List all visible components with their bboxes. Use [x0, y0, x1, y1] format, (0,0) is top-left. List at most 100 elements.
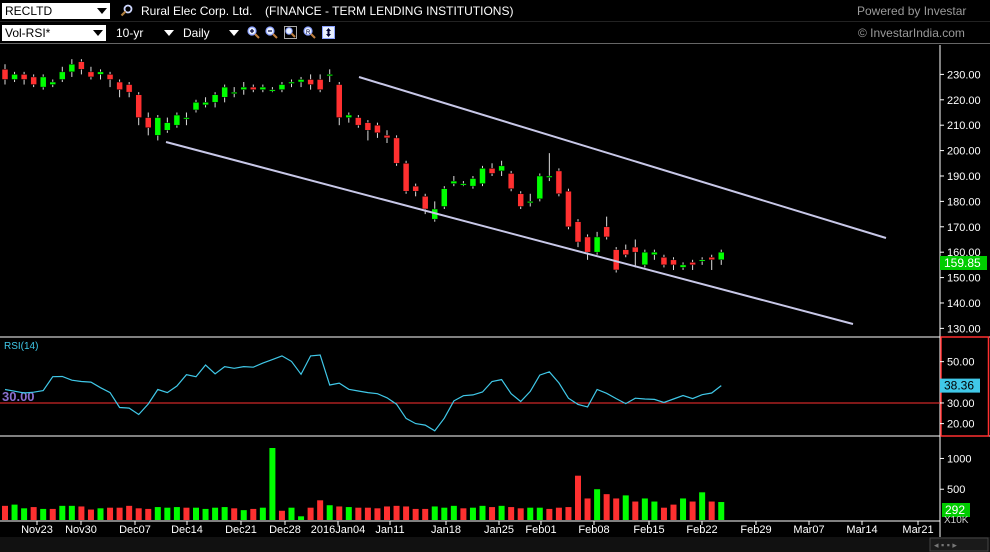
candle-down: [603, 226, 610, 238]
x-tick-label: Dec14: [171, 524, 203, 536]
indicator-value: Vol-RSI*: [5, 26, 51, 40]
volume-bar: [278, 510, 285, 520]
candle-up: [297, 79, 305, 83]
volume-bar: [135, 508, 142, 520]
x-tick-label: Feb29: [740, 524, 771, 536]
candle-down: [517, 193, 524, 207]
candle-down: [250, 86, 257, 90]
volume-bar: [145, 508, 152, 520]
candle-up: [240, 86, 247, 90]
chart-area[interactable]: 230.00 220.00 210.00 200.00 190.00 180.00 170.…: [0, 45, 990, 552]
candle-down: [106, 74, 114, 80]
scrollbar-thumb[interactable]: [929, 537, 989, 552]
volume-bar: [355, 507, 362, 520]
zoom-reset-icon[interactable]: R: [303, 26, 316, 39]
interval-select[interactable]: Daily: [180, 25, 242, 41]
volume-bar: [536, 507, 543, 520]
time-scrollbar[interactable]: [0, 537, 990, 552]
candle-down: [30, 76, 37, 85]
volume-bar: [412, 508, 419, 520]
volume-bar: [364, 507, 371, 520]
symbol-select[interactable]: RECLTD: [2, 3, 110, 19]
candle-down: [565, 190, 572, 228]
x-tick-label: Feb15: [633, 524, 664, 536]
rsi-line: [4, 354, 722, 432]
candle-down: [555, 170, 563, 195]
candle-down: [364, 122, 372, 131]
volume-bar: [594, 489, 601, 520]
zoom-fit-icon[interactable]: [284, 26, 297, 39]
volume-bar: [68, 505, 75, 520]
candle-up: [11, 74, 18, 80]
candle-down: [307, 79, 314, 85]
candle-up: [278, 84, 286, 90]
svg-text:R: R: [306, 30, 311, 36]
rsi-tick-label: 20.00: [947, 419, 975, 431]
candle-down: [383, 135, 391, 139]
candle-down: [708, 257, 715, 261]
candle-up: [221, 86, 228, 98]
x-tick-label: Jan18: [431, 524, 461, 536]
candle-up: [183, 117, 190, 120]
volume-bar: [699, 492, 706, 520]
range-select[interactable]: 10-yr: [113, 25, 177, 41]
x-tick-label: Feb08: [578, 524, 609, 536]
x-tick-label: Nov23: [21, 524, 53, 536]
candle-down: [660, 257, 668, 266]
company-name: Rural Elec Corp. Ltd.: [141, 4, 253, 18]
volume-bar: [613, 498, 620, 520]
volume-bar: [21, 508, 28, 520]
search-icon[interactable]: [120, 4, 133, 17]
copyright-label: © InvestarIndia.com: [858, 26, 965, 40]
pan-icon[interactable]: [322, 26, 335, 39]
scrollbar-grip-icon[interactable]: ◂ ▪ ▪ ▸: [934, 540, 957, 550]
volume-bar: [689, 501, 696, 520]
sector-label: (FINANCE - TERM LENDING INSTITUTIONS): [265, 4, 514, 18]
volume-bar: [374, 508, 381, 520]
candle-down: [670, 259, 677, 266]
candle-up: [450, 180, 458, 184]
candle-down: [116, 81, 123, 90]
x-tick-label: Jan11: [375, 524, 404, 536]
volume-tick-label: 500: [947, 484, 965, 496]
x-tick-label: Mar14: [846, 524, 877, 536]
volume-bar: [632, 501, 639, 520]
candle-up: [288, 81, 295, 84]
candle-down: [135, 94, 142, 118]
candle-up: [593, 236, 601, 253]
volume-bar: [317, 500, 324, 520]
last-price-label: 159.85: [944, 256, 981, 270]
price-tick-label: 220.00: [947, 95, 981, 107]
candle-down: [393, 137, 400, 164]
powered-by[interactable]: Powered by Investar: [857, 4, 967, 18]
chevron-down-icon: [93, 30, 103, 36]
candle-up: [68, 63, 76, 73]
candle-up: [326, 74, 333, 77]
volume-bar: [269, 448, 276, 520]
candle-down: [316, 79, 324, 90]
volume-bar: [450, 505, 457, 520]
volume-bar: [670, 504, 677, 520]
volume-bar: [441, 507, 448, 520]
volume-bar: [183, 507, 190, 520]
indicator-select[interactable]: Vol-RSI*: [2, 25, 106, 41]
zoom-out-icon[interactable]: [265, 26, 278, 39]
candle-down: [145, 117, 152, 128]
candle-up: [546, 175, 553, 178]
volume-bar: [164, 507, 171, 520]
x-tick-label: Feb01: [525, 524, 556, 536]
lower-trendline[interactable]: [165, 141, 854, 325]
price-tick-label: 190.00: [947, 171, 981, 183]
volume-bar: [193, 507, 199, 520]
zoom-in-icon[interactable]: [247, 26, 260, 39]
volume-bar: [336, 506, 343, 520]
volume-bar: [49, 508, 56, 520]
candle-up: [651, 251, 658, 255]
upper-trendline[interactable]: [358, 76, 887, 239]
volume-bar: [259, 507, 266, 520]
candle-down: [488, 168, 496, 174]
candle-down: [689, 262, 696, 266]
candle-up: [698, 259, 706, 262]
x-tick-label: Feb22: [686, 524, 717, 536]
volume-bar: [641, 498, 648, 520]
